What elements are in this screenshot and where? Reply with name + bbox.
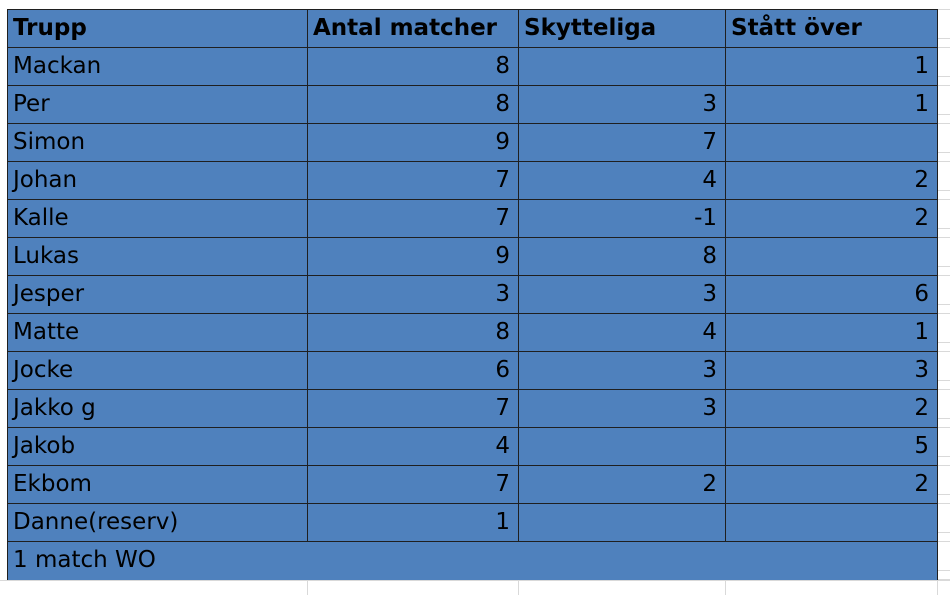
table-row: Kalle 7 -1 2 [7,199,938,238]
name-cell[interactable]: Jesper [7,275,308,314]
skytteliga-cell[interactable]: 3 [518,85,726,124]
name-cell[interactable]: Ekbom [7,465,308,504]
skytteliga-cell[interactable] [518,427,726,466]
header-cell-statt-over[interactable]: Stått över [725,9,938,48]
header-row: Trupp Antal matcher Skytteliga Stått öve… [7,9,938,48]
table-row: Per 8 3 1 [7,85,938,124]
statt-over-cell[interactable]: 1 [725,85,938,124]
matcher-cell[interactable]: 7 [307,161,519,200]
table-row: Mackan 8 1 [7,47,938,86]
table-row: Johan 7 4 2 [7,161,938,200]
name-cell[interactable]: Mackan [7,47,308,86]
matcher-cell[interactable]: 7 [307,199,519,238]
name-cell[interactable]: Lukas [7,237,308,276]
name-cell[interactable]: Johan [7,161,308,200]
matcher-cell[interactable]: 8 [307,85,519,124]
skytteliga-cell[interactable]: 4 [518,161,726,200]
statt-over-cell[interactable]: 2 [725,465,938,504]
name-cell[interactable]: Danne(reserv) [7,503,308,542]
table-row: Jocke 6 3 3 [7,351,938,390]
name-cell[interactable]: Jocke [7,351,308,390]
skytteliga-cell[interactable]: 2 [518,465,726,504]
statt-over-cell[interactable]: 1 [725,47,938,86]
matcher-cell[interactable]: 3 [307,275,519,314]
matcher-cell[interactable]: 8 [307,47,519,86]
matcher-cell[interactable]: 7 [307,389,519,428]
table-row: Danne(reserv) 1 [7,503,938,542]
matcher-cell[interactable]: 7 [307,465,519,504]
empty-cells-right[interactable] [938,0,950,595]
name-cell[interactable]: Simon [7,123,308,162]
matcher-cell[interactable]: 6 [307,351,519,390]
skytteliga-cell[interactable]: -1 [518,199,726,238]
statt-over-cell[interactable]: 6 [725,275,938,314]
header-cell-skytteliga[interactable]: Skytteliga [518,9,726,48]
matcher-cell[interactable]: 4 [307,427,519,466]
grid-top-margin [0,0,950,9]
matcher-cell[interactable]: 9 [307,123,519,162]
statt-over-cell[interactable]: 2 [725,199,938,238]
table-row: Jesper 3 3 6 [7,275,938,314]
statt-over-cell[interactable]: 5 [725,427,938,466]
name-cell[interactable]: Per [7,85,308,124]
name-cell[interactable]: Jakob [7,427,308,466]
statt-over-cell[interactable]: 2 [725,389,938,428]
statt-over-cell[interactable]: 2 [725,161,938,200]
table-row: Simon 9 7 [7,123,938,162]
statt-over-cell[interactable] [725,123,938,162]
name-cell[interactable]: Matte [7,313,308,352]
header-cell-trupp[interactable]: Trupp [7,9,308,48]
grid-left-margin [0,0,7,595]
matcher-cell[interactable]: 8 [307,313,519,352]
empty-cells-bottom[interactable] [0,580,950,595]
skytteliga-cell[interactable] [518,47,726,86]
skytteliga-cell[interactable] [518,503,726,542]
skytteliga-cell[interactable]: 3 [518,275,726,314]
note-row: 1 match WO [7,541,938,580]
table-row: Ekbom 7 2 2 [7,465,938,504]
skytteliga-cell[interactable]: 3 [518,389,726,428]
statt-over-cell[interactable] [725,237,938,276]
table-row: Jakob 4 5 [7,427,938,466]
note-cell[interactable]: 1 match WO [7,541,938,580]
matcher-cell[interactable]: 9 [307,237,519,276]
table-row: Matte 8 4 1 [7,313,938,352]
name-cell[interactable]: Jakko g [7,389,308,428]
statt-over-cell[interactable] [725,503,938,542]
table-row: Lukas 9 8 [7,237,938,276]
skytteliga-cell[interactable]: 8 [518,237,726,276]
statt-over-cell[interactable]: 3 [725,351,938,390]
squad-table: Trupp Antal matcher Skytteliga Stått öve… [7,9,938,580]
skytteliga-cell[interactable]: 4 [518,313,726,352]
matcher-cell[interactable]: 1 [307,503,519,542]
statt-over-cell[interactable]: 1 [725,313,938,352]
skytteliga-cell[interactable]: 7 [518,123,726,162]
name-cell[interactable]: Kalle [7,199,308,238]
header-cell-antal-matcher[interactable]: Antal matcher [307,9,519,48]
skytteliga-cell[interactable]: 3 [518,351,726,390]
